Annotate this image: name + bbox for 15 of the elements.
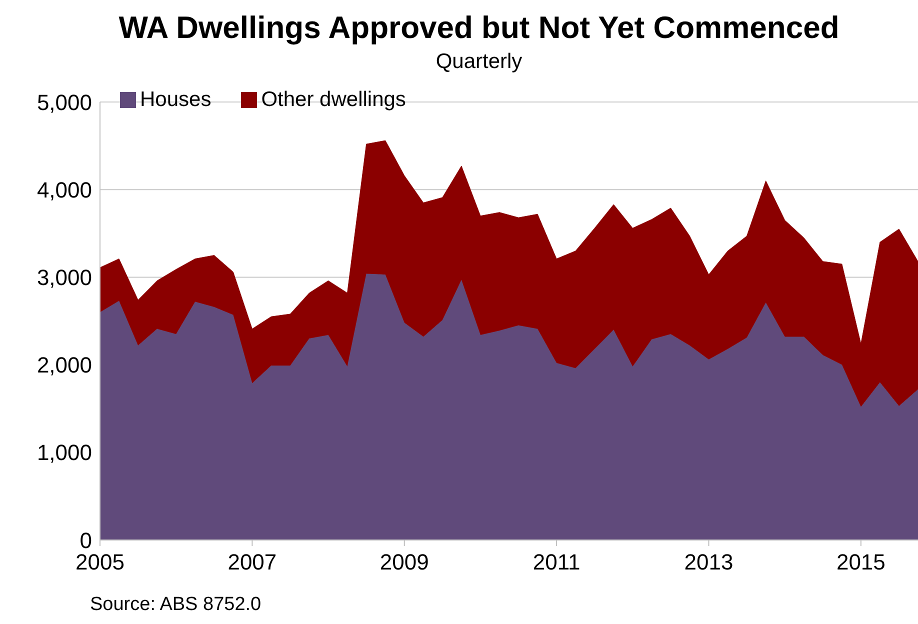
legend-label: Houses: [140, 88, 212, 111]
y-tick-label: 5,000: [36, 90, 92, 115]
x-tick-label: 2007: [228, 550, 277, 575]
y-tick-label: 4,000: [36, 177, 92, 202]
x-tick-label: 2009: [380, 550, 429, 575]
x-tick-label: 2011: [532, 550, 580, 575]
chart-title: WA Dwellings Approved but Not Yet Commenced: [118, 10, 840, 46]
y-tick-label: 1,000: [36, 440, 92, 466]
x-tick-label: 2015: [836, 550, 886, 575]
source-note: Source: ABS 8752.0: [90, 594, 262, 616]
y-tick-label: 2,000: [36, 352, 92, 378]
x-tick-label: 2013: [684, 550, 734, 575]
y-tick-label: 3,000: [36, 265, 92, 290]
chart-subtitle: Quarterly: [434, 50, 524, 74]
legend-label: Other dwellings: [261, 88, 406, 111]
